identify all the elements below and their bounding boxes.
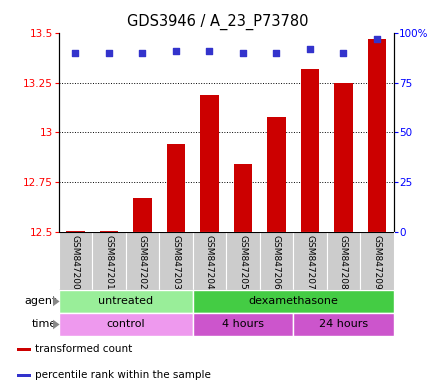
Point xyxy=(306,46,313,52)
Text: GSM847205: GSM847205 xyxy=(238,235,247,290)
Bar xyxy=(17,374,30,377)
Bar xyxy=(192,232,226,290)
Bar xyxy=(92,232,125,290)
Polygon shape xyxy=(53,319,59,329)
Bar xyxy=(200,94,218,232)
Bar xyxy=(293,232,326,290)
Text: 24 hours: 24 hours xyxy=(318,319,367,329)
Text: control: control xyxy=(106,319,145,329)
Text: agent: agent xyxy=(24,296,56,306)
Text: transformed count: transformed count xyxy=(35,344,132,354)
Bar xyxy=(66,231,85,232)
Point xyxy=(339,50,346,56)
Bar xyxy=(326,232,359,290)
Bar xyxy=(333,83,352,232)
Bar xyxy=(59,290,192,313)
Text: GSM847209: GSM847209 xyxy=(372,235,381,290)
Bar xyxy=(367,39,385,232)
Text: GSM847207: GSM847207 xyxy=(305,235,314,290)
Bar xyxy=(59,232,92,290)
Text: GSM847208: GSM847208 xyxy=(338,235,347,290)
Text: GSM847200: GSM847200 xyxy=(71,235,80,290)
Text: dexamethasone: dexamethasone xyxy=(248,296,337,306)
Text: GSM847204: GSM847204 xyxy=(204,235,214,290)
Text: untreated: untreated xyxy=(98,296,153,306)
Bar xyxy=(192,290,393,313)
Bar xyxy=(226,232,259,290)
Bar xyxy=(266,116,285,232)
Bar xyxy=(17,348,30,351)
Text: time: time xyxy=(31,319,56,329)
Bar xyxy=(99,231,118,232)
Bar xyxy=(159,232,192,290)
Point xyxy=(139,50,146,56)
Bar xyxy=(192,313,293,336)
Point xyxy=(172,48,179,54)
Point xyxy=(273,50,279,56)
Point xyxy=(105,50,112,56)
Text: percentile rank within the sample: percentile rank within the sample xyxy=(35,370,210,381)
Text: GSM847203: GSM847203 xyxy=(171,235,180,290)
Point xyxy=(206,48,213,54)
Text: GSM847206: GSM847206 xyxy=(271,235,280,290)
Bar xyxy=(59,313,192,336)
Point xyxy=(239,50,246,56)
Bar xyxy=(166,144,185,232)
Bar xyxy=(293,313,393,336)
Bar xyxy=(259,232,293,290)
Point xyxy=(373,36,380,42)
Bar xyxy=(233,164,252,232)
Bar xyxy=(359,232,393,290)
Text: GSM847201: GSM847201 xyxy=(104,235,113,290)
Text: GSM847202: GSM847202 xyxy=(138,235,147,290)
Bar xyxy=(125,232,159,290)
Point xyxy=(72,50,79,56)
Bar xyxy=(300,69,319,232)
Text: GDS3946 / A_23_P73780: GDS3946 / A_23_P73780 xyxy=(126,13,308,30)
Bar xyxy=(133,199,151,232)
Polygon shape xyxy=(53,296,59,306)
Text: 4 hours: 4 hours xyxy=(221,319,263,329)
